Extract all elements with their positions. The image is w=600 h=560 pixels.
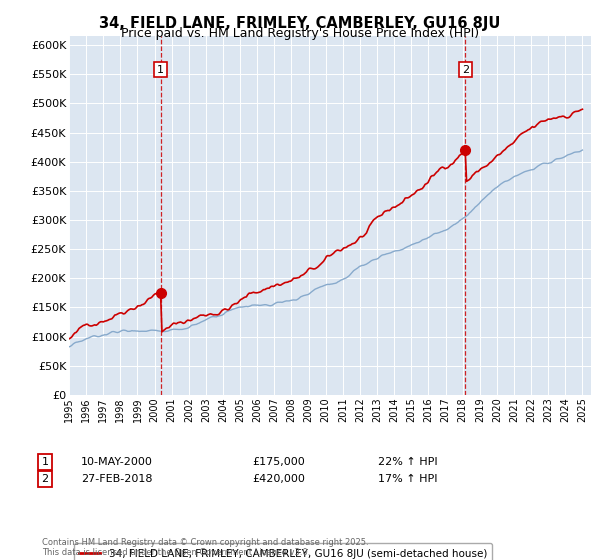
Text: 1: 1: [157, 64, 164, 74]
Text: Contains HM Land Registry data © Crown copyright and database right 2025.
This d: Contains HM Land Registry data © Crown c…: [42, 538, 368, 557]
Text: 17% ↑ HPI: 17% ↑ HPI: [378, 474, 437, 484]
Text: £420,000: £420,000: [252, 474, 305, 484]
Text: 2: 2: [462, 64, 469, 74]
Text: 22% ↑ HPI: 22% ↑ HPI: [378, 457, 437, 467]
Text: 34, FIELD LANE, FRIMLEY, CAMBERLEY, GU16 8JU: 34, FIELD LANE, FRIMLEY, CAMBERLEY, GU16…: [100, 16, 500, 31]
Text: £175,000: £175,000: [252, 457, 305, 467]
Text: 2: 2: [41, 474, 49, 484]
Text: 10-MAY-2000: 10-MAY-2000: [81, 457, 153, 467]
Legend: 34, FIELD LANE, FRIMLEY, CAMBERLEY, GU16 8JU (semi-detached house), HPI: Average: 34, FIELD LANE, FRIMLEY, CAMBERLEY, GU16…: [74, 543, 492, 560]
Text: 27-FEB-2018: 27-FEB-2018: [81, 474, 152, 484]
Text: Price paid vs. HM Land Registry's House Price Index (HPI): Price paid vs. HM Land Registry's House …: [121, 27, 479, 40]
Text: 1: 1: [41, 457, 49, 467]
